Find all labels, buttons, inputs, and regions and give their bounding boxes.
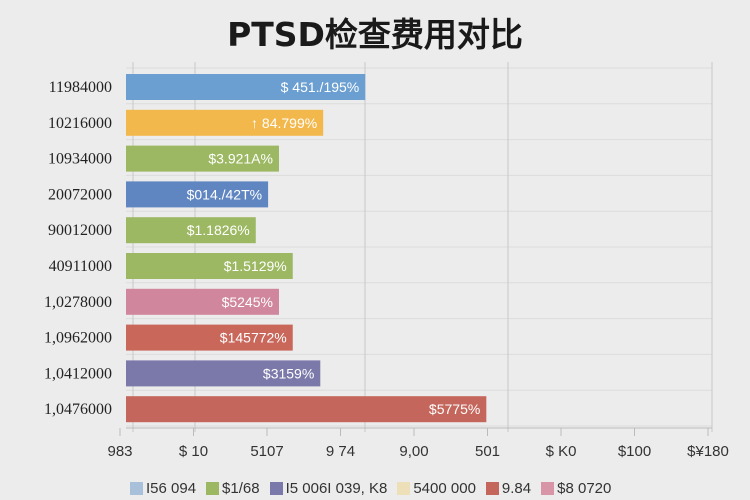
bar — [126, 74, 366, 100]
x-tick-label: $ 10 — [179, 443, 208, 460]
data-label: $145772% — [220, 330, 287, 346]
legend-swatch — [269, 482, 283, 495]
legend-swatch — [541, 482, 555, 495]
data-label: ↑ 84.799% — [251, 115, 317, 131]
legend-label: I5 006I 039, K8 — [285, 480, 388, 497]
category-label: 90012000 — [48, 222, 112, 239]
category-label: 1,0412000 — [44, 365, 112, 382]
legend-swatch — [397, 482, 411, 495]
data-label: $1.5129% — [224, 258, 287, 274]
legend-item: I56 094 — [130, 480, 196, 497]
category-label: 40911000 — [49, 258, 112, 275]
data-label: $5245% — [222, 294, 273, 310]
legend-item: 9.84 — [485, 480, 532, 497]
data-label: $1.1826% — [187, 222, 250, 238]
x-tick-label: 9,00 — [399, 443, 428, 460]
category-label: 10934000 — [48, 151, 112, 168]
x-tick-label: $ K0 — [546, 443, 577, 460]
legend-label: $8 0720 — [557, 480, 612, 497]
category-label: 11984000 — [49, 79, 112, 96]
category-label: 1,0278000 — [44, 294, 112, 311]
legend-item: 5400 000 — [397, 480, 476, 497]
category-label: 1,0476000 — [44, 401, 112, 418]
bar-chart: 11984000 $ 451./195% 10216000 ↑ 84.799% 1093… — [44, 62, 729, 460]
x-tick-label: 5107 — [250, 443, 283, 460]
bar — [126, 145, 279, 172]
legend-item: $1/68 — [206, 480, 260, 497]
data-label: $3159% — [263, 365, 314, 381]
legend-item: $8 0720 — [541, 480, 611, 497]
bar — [126, 288, 279, 315]
bar — [126, 253, 293, 279]
category-label: 1,0962000 — [44, 330, 112, 347]
x-tick-label: $100 — [618, 443, 651, 460]
bar — [126, 109, 324, 136]
legend-label: 9.84 — [501, 480, 532, 497]
bar — [126, 396, 487, 423]
data-label: $5775% — [429, 401, 480, 417]
bar — [126, 360, 321, 387]
chart-title: PTSD检查费用对比 — [227, 15, 523, 54]
legend-label: 5400 000 — [413, 480, 476, 497]
x-tick-label: 501 — [475, 443, 500, 460]
legend-label: $1/68 — [222, 480, 260, 497]
legend-item: I5 006I 039, K8 — [269, 480, 388, 497]
x-tick-label: 9 74 — [326, 443, 355, 460]
data-label: $ 451./195% — [281, 79, 360, 95]
x-tick-label: 983 — [107, 443, 132, 460]
legend-label: I56 094 — [146, 480, 197, 497]
x-tick-label: $¥180 — [687, 443, 729, 460]
bar — [126, 324, 293, 351]
data-label: $3.921A% — [208, 151, 273, 167]
data-label: $014./42T% — [187, 186, 263, 202]
bar — [126, 181, 269, 208]
category-label: 10216000 — [48, 115, 112, 132]
bar — [126, 217, 256, 244]
legend: I56 094 $1/68 I5 006I 039, K8 5400 000 9.84 $… — [130, 480, 611, 497]
category-label: 20072000 — [48, 186, 112, 203]
legend-swatch — [485, 482, 499, 495]
legend-swatch — [130, 482, 143, 495]
legend-swatch — [206, 482, 220, 495]
